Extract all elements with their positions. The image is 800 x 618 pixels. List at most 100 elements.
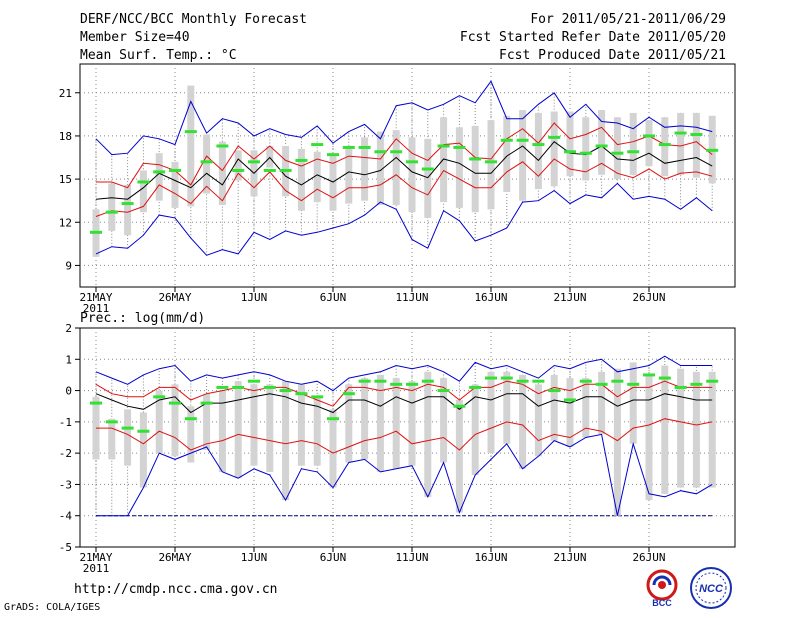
prec-median-marker	[342, 392, 355, 396]
prec-median-marker	[327, 417, 339, 421]
prec-median-marker	[311, 395, 324, 399]
temp-box	[503, 115, 511, 193]
prec-box	[361, 378, 369, 460]
temp-box	[471, 125, 479, 213]
temp-median-marker	[706, 148, 719, 152]
prec-median-marker	[90, 401, 102, 405]
temp-box	[487, 120, 495, 210]
temp-median-marker	[690, 132, 703, 136]
temp-ytick-label: 21	[59, 87, 72, 100]
temp-median-marker	[248, 160, 260, 164]
prec-box	[266, 384, 274, 472]
temp-median-marker	[263, 168, 276, 172]
temp-median-marker	[137, 180, 150, 184]
prec-median-marker	[564, 398, 576, 402]
temp-median-marker	[153, 170, 166, 174]
prec-box	[376, 374, 384, 472]
temp-ytick-label: 18	[59, 130, 72, 143]
temp-box	[313, 151, 321, 203]
temp-box	[297, 148, 305, 211]
temp-box	[677, 112, 685, 175]
prec-box	[187, 406, 195, 463]
prec-median-marker	[421, 379, 434, 383]
temp-box	[455, 127, 463, 208]
temp-median-marker	[169, 168, 181, 172]
prec-box	[297, 384, 305, 466]
temp-xtick-label: 26MAY	[158, 291, 191, 304]
prec-box	[155, 390, 163, 454]
member-size: Member Size=40	[80, 30, 190, 45]
grads-credit: GrADS: COLA/IGES	[4, 602, 101, 613]
temp-max-line	[95, 80, 713, 156]
prec-box	[582, 378, 590, 438]
prec-median-marker	[105, 420, 118, 424]
prec-median-marker	[153, 395, 166, 399]
temp-box	[155, 153, 163, 201]
temp-median-marker	[595, 144, 608, 148]
temp-box	[598, 110, 606, 175]
prec-box	[550, 374, 558, 441]
prec-box	[534, 384, 542, 457]
temp-xtick-label: 1JUN	[241, 291, 268, 304]
temp-xtick-label: 16JUN	[474, 291, 507, 304]
prec-box	[440, 378, 448, 463]
prec-median-marker	[706, 379, 719, 383]
prec-xtick-label: 21MAY	[79, 551, 112, 564]
temp-xtick-label: 21MAY	[79, 291, 112, 304]
temp-median-marker	[105, 210, 118, 214]
temp-median-marker	[200, 160, 213, 164]
prec-box	[455, 399, 463, 513]
prec-max-line	[95, 355, 713, 392]
prec-median-marker	[532, 379, 545, 383]
prec-box	[234, 381, 242, 479]
prec-median-marker	[200, 401, 213, 405]
prec-ytick-label: -4	[59, 510, 73, 523]
prec-box	[218, 390, 226, 472]
temp-std-lower-line	[95, 158, 713, 217]
prec-ytick-label: -1	[59, 416, 72, 429]
temp-median-marker	[327, 153, 339, 157]
prec-box	[519, 374, 527, 469]
temp-median-marker	[295, 158, 308, 162]
temp-box	[582, 117, 590, 181]
temp-median-marker	[658, 143, 671, 147]
prec-xtick-label: 26MAY	[158, 551, 191, 564]
prec-box	[503, 371, 511, 444]
temp-box	[629, 112, 637, 175]
temp-box	[613, 117, 621, 180]
source-url[interactable]: http://cmdp.ncc.cma.gov.cn	[74, 582, 278, 597]
prec-xtick-label: 26JUN	[632, 551, 665, 564]
prec-title: Prec.: log(mm/d)	[80, 311, 205, 326]
prec-median-marker	[500, 376, 513, 380]
temp-box	[645, 120, 653, 167]
temp-box	[345, 146, 353, 204]
prec-ytick-label: 1	[65, 353, 72, 366]
forecast-period: For 2011/05/21-2011/06/29	[530, 12, 726, 27]
temp-median-marker	[374, 150, 387, 154]
temp-median-marker	[627, 150, 640, 154]
prec-box	[708, 371, 716, 488]
prec-median-marker	[453, 404, 466, 408]
bcc-logo: BCC	[646, 569, 678, 608]
temp-box	[108, 183, 116, 231]
prec-box	[645, 374, 653, 501]
temp-median-marker	[358, 145, 371, 149]
prec-box	[471, 384, 479, 476]
temp-box	[187, 85, 195, 207]
prec-box	[566, 378, 574, 447]
prec-median-marker	[658, 376, 671, 380]
prec-box	[629, 362, 637, 444]
temp-xtick-label: 26JUN	[632, 291, 665, 304]
ncc-logo-text: NCC	[699, 583, 724, 595]
temp-mean-line	[95, 141, 713, 200]
temp-median-marker	[500, 138, 513, 142]
temp-median-marker	[232, 168, 245, 172]
temp-box	[534, 112, 542, 190]
temp-year-label: 2011	[83, 302, 110, 315]
temp-median-marker	[469, 157, 482, 161]
temp-median-marker	[532, 143, 545, 147]
prec-median-marker	[390, 382, 403, 386]
prec-median-marker	[579, 379, 592, 383]
forecast-start-date: Fcst Started Refer Date 2011/05/20	[459, 30, 726, 45]
